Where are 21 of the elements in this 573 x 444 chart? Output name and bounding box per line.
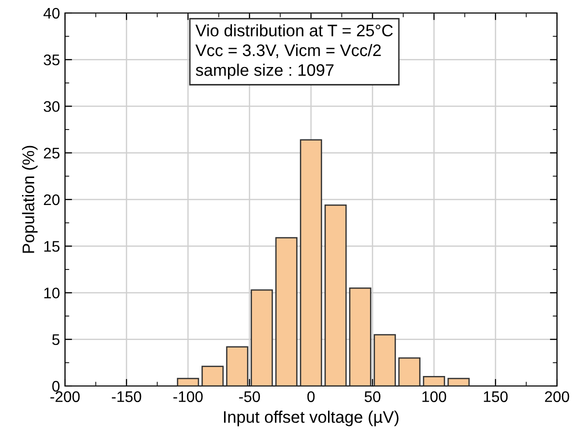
x-tick-label: -200 [50,391,80,402]
x-tick-label: -150 [112,391,142,402]
annotation: Vio distribution at T = 25°C Vcc = 3.3V, Vicm = Vcc/2 sample size : 1097 [195,24,393,80]
y-tick-label: 15 [44,241,60,252]
x-tick-label: -100 [173,391,203,402]
x-tick-label: 50 [364,391,380,402]
y-tick-label: 30 [44,101,60,112]
y-tick-label: 5 [52,334,60,346]
y-axis-title: Population (%) [22,146,38,253]
x-tick-label: 100 [422,391,446,402]
y-tick-label: 40 [44,8,60,19]
x-tick-label: 200 [545,391,570,402]
x-tick-label: 150 [484,391,508,402]
x-axis-title: Input offset voltage (µV) [224,410,398,426]
x-tick-label: -50 [239,391,260,402]
y-tick-label: 20 [44,194,60,206]
y-tick-label: 35 [44,54,60,66]
y-tick-label: 10 [44,288,60,298]
y-tick-label: 0 [52,380,60,392]
y-tick-label: 25 [44,148,60,159]
x-tick-label: 0 [307,391,315,402]
